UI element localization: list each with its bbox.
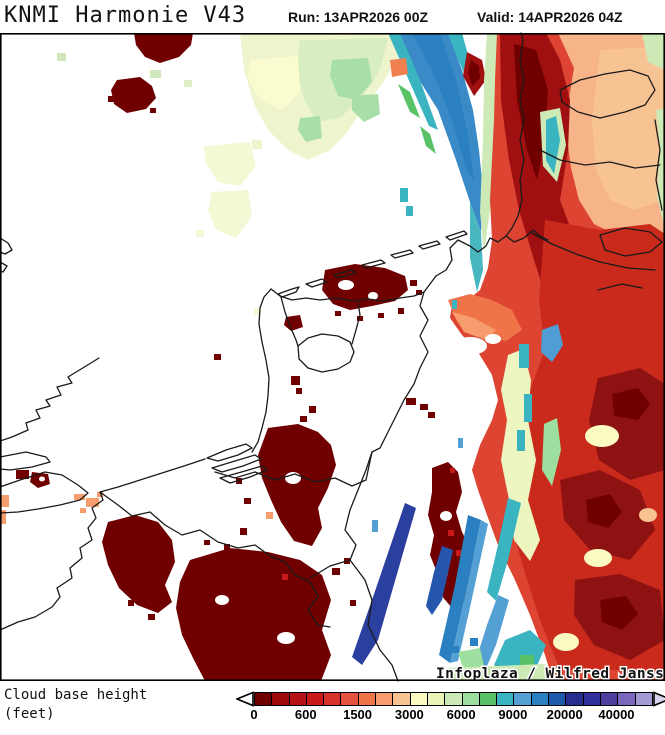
colorbar-segment xyxy=(531,693,550,705)
colorbar-segment xyxy=(341,693,359,705)
colorbar-segment xyxy=(255,693,273,705)
colorbar-segment xyxy=(376,693,394,705)
colorbar: 0 600 1500 3000 6000 9000 20000 40000 xyxy=(236,691,665,725)
colorbar-tick-label: 1500 xyxy=(343,707,373,722)
legend-title: Cloud base height xyxy=(4,687,148,703)
speckle-hole xyxy=(440,511,452,521)
valid-time-label: Valid: 14APR2026 04Z xyxy=(477,9,623,25)
colorbar-tick-label: 40000 xyxy=(598,707,635,722)
colorbar-segment xyxy=(272,693,290,705)
colorbar-tick-label: 20000 xyxy=(546,707,583,722)
colorbar-segment xyxy=(566,693,584,705)
cloud-patch-darkred-groningen xyxy=(214,264,422,413)
colorbar-ticks: 0 600 1500 3000 6000 9000 20000 40000 xyxy=(236,707,661,723)
colorbar-segment xyxy=(358,693,377,705)
colorbar-right-arrow-icon xyxy=(653,691,665,707)
cloud-streaks-blue-south xyxy=(352,300,546,681)
coastlines xyxy=(0,32,663,682)
colorbar-segment xyxy=(549,693,567,705)
colorbar-segment xyxy=(514,693,532,705)
speckle-hole xyxy=(368,292,378,300)
colorbar-tick-label: 0 xyxy=(250,707,258,722)
colorbar-tick-label: 6000 xyxy=(446,707,476,722)
colorbar-segment xyxy=(289,693,307,705)
colorbar-segment xyxy=(324,693,342,705)
colorbar-segment xyxy=(635,693,652,705)
colorbar-segment xyxy=(600,693,619,705)
colorbar-left-arrow-icon xyxy=(236,691,254,707)
cloud-field xyxy=(0,33,665,681)
colorbar-tick-label: 9000 xyxy=(498,707,528,722)
cloud-band-blue-north xyxy=(388,33,486,292)
speckle-hole xyxy=(285,472,301,484)
colorbar-segment xyxy=(445,693,463,705)
speckle-hole xyxy=(215,595,229,605)
run-time-label: Run: 13APR2026 00Z xyxy=(288,9,429,25)
map-frame xyxy=(0,32,665,682)
colorbar-segments xyxy=(254,692,653,706)
colorbar-segment xyxy=(618,693,636,705)
cloud-patch-uk-channel xyxy=(0,470,273,524)
colorbar-segment xyxy=(306,693,325,705)
cloud-patch-darkred-topleft xyxy=(108,33,193,113)
colorbar-segment xyxy=(427,693,446,705)
colorbar-tick-label: 600 xyxy=(294,707,317,722)
colorbar-segment xyxy=(462,693,480,705)
speckle-hole xyxy=(277,632,295,644)
speckle-hole xyxy=(338,280,354,290)
weather-map: Infoplaza / Wilfred Janssen xyxy=(0,32,665,683)
cloud-patch-green-north xyxy=(57,33,400,315)
legend-units: (feet) xyxy=(4,706,55,722)
colorbar-segment xyxy=(583,693,601,705)
colorbar-segment xyxy=(410,693,428,705)
colorbar-tick-label: 3000 xyxy=(394,707,424,722)
colorbar-segment xyxy=(497,693,515,705)
colorbar-segment xyxy=(479,693,498,705)
colorbar-segment xyxy=(393,693,411,705)
attribution-text: Infoplaza / Wilfred Janssen xyxy=(436,666,665,682)
page-title: KNMI Harmonie V43 xyxy=(4,3,247,28)
